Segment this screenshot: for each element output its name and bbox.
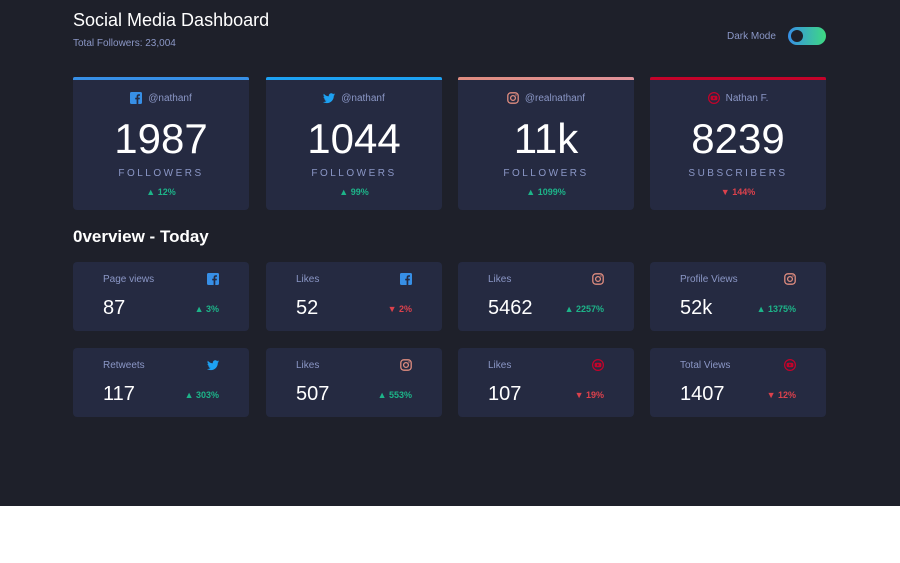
card-handle: @realnathanf bbox=[524, 92, 586, 104]
overview-value: 117 bbox=[103, 383, 135, 405]
subscriber-count: 8239 bbox=[691, 115, 785, 162]
facebook-icon bbox=[207, 273, 219, 285]
follower-unit: FOLLOWERS bbox=[118, 168, 204, 179]
follower-count: 11k bbox=[513, 115, 579, 162]
overview-value: 507 bbox=[296, 383, 330, 405]
facebook-followers-card[interactable]: @nathanf 1987 FOLLOWERS ▲ 12% bbox=[73, 77, 249, 210]
overview-change: ▲ 3% bbox=[194, 304, 219, 314]
overview-card[interactable]: Retweets 117 ▲ 303% bbox=[73, 348, 249, 417]
dark-mode-toggle[interactable] bbox=[787, 27, 826, 45]
overview-card[interactable]: Profile Views 52k ▲ 1375% bbox=[650, 262, 826, 331]
page-title: Social Media Dashboard bbox=[73, 10, 270, 30]
instagram-icon bbox=[507, 92, 519, 104]
overview-label: Profile Views bbox=[680, 274, 738, 285]
twitter-icon bbox=[207, 359, 219, 371]
twitter-icon bbox=[323, 92, 336, 104]
overview-label: Page views bbox=[103, 274, 155, 285]
overview-label: Total Views bbox=[680, 360, 731, 371]
overview-change: ▼ 12% bbox=[766, 390, 796, 400]
card-handle: @nathanf bbox=[341, 92, 385, 104]
card-handle-row: Nathan F. bbox=[650, 92, 826, 104]
follower-change: ▲ 99% bbox=[339, 187, 369, 197]
card-handle-row: @nathanf bbox=[73, 92, 249, 104]
overview-change: ▼ 2% bbox=[387, 304, 412, 314]
overview-card[interactable]: Page views 87 ▲ 3% bbox=[73, 262, 249, 331]
subscriber-unit: SUBSCRIBERS bbox=[688, 168, 788, 179]
overview-title: 0verview - Today bbox=[73, 227, 209, 246]
overview-label: Likes bbox=[296, 274, 320, 285]
youtube-subscribers-card[interactable]: Nathan F. 8239 SUBSCRIBERS ▼ 144% bbox=[650, 77, 826, 210]
overview-value: 52 bbox=[296, 297, 319, 319]
overview-card[interactable]: Likes 52 ▼ 2% bbox=[266, 262, 442, 331]
overview-value: 107 bbox=[488, 383, 522, 405]
overview-value: 1407 bbox=[680, 383, 725, 405]
overview-change: ▲ 1375% bbox=[756, 304, 796, 314]
overview-change: ▲ 2257% bbox=[564, 304, 604, 314]
overview-card[interactable]: Likes 507 ▲ 553% bbox=[266, 348, 442, 417]
card-accent-bar bbox=[458, 77, 634, 80]
instagram-followers-card[interactable]: @realnathanf 11k FOLLOWERS ▲ 1099% bbox=[458, 77, 634, 210]
instagram-icon bbox=[400, 359, 412, 371]
follower-unit: FOLLOWERS bbox=[503, 168, 589, 179]
youtube-icon bbox=[707, 92, 720, 104]
subscriber-change: ▼ 144% bbox=[720, 187, 756, 197]
card-accent-bar bbox=[73, 77, 249, 80]
dark-mode-control: Dark Mode bbox=[727, 27, 826, 45]
overview-card[interactable]: Likes 5462 ▲ 2257% bbox=[458, 262, 634, 331]
overview-value: 5462 bbox=[488, 297, 533, 319]
card-accent-bar bbox=[650, 77, 826, 80]
card-accent-bar bbox=[266, 77, 442, 80]
instagram-icon bbox=[592, 273, 604, 285]
instagram-icon bbox=[784, 273, 796, 285]
overview-label: Retweets bbox=[103, 360, 145, 371]
overview-label: Likes bbox=[488, 274, 512, 285]
overview-label: Likes bbox=[296, 360, 320, 371]
follower-count: 1987 bbox=[114, 115, 208, 162]
dark-mode-label: Dark Mode bbox=[727, 30, 776, 42]
follower-unit: FOLLOWERS bbox=[311, 168, 397, 179]
youtube-icon bbox=[592, 359, 604, 371]
overview-change: ▲ 553% bbox=[377, 390, 412, 400]
follower-change: ▲ 1099% bbox=[526, 187, 566, 197]
overview-value: 87 bbox=[103, 297, 126, 319]
toggle-knob bbox=[790, 30, 803, 42]
total-followers: Total Followers: 23,004 bbox=[73, 38, 176, 49]
overview-card[interactable]: Total Views 1407 ▼ 12% bbox=[650, 348, 826, 417]
facebook-icon bbox=[130, 92, 143, 104]
overview-value: 52k bbox=[680, 297, 713, 319]
overview-change: ▲ 303% bbox=[184, 390, 219, 400]
youtube-icon bbox=[784, 359, 796, 371]
overview-card[interactable]: Likes 107 ▼ 19% bbox=[458, 348, 634, 417]
facebook-icon bbox=[400, 273, 412, 285]
twitter-followers-card[interactable]: @nathanf 1044 FOLLOWERS ▲ 99% bbox=[266, 77, 442, 210]
card-handle: @nathanf bbox=[148, 92, 192, 104]
overview-label: Likes bbox=[488, 360, 512, 371]
card-handle-row: @realnathanf bbox=[458, 92, 634, 104]
card-handle-row: @nathanf bbox=[266, 92, 442, 104]
overview-change: ▼ 19% bbox=[574, 390, 604, 400]
card-handle: Nathan F. bbox=[725, 92, 769, 104]
follower-change: ▲ 12% bbox=[146, 187, 176, 197]
dashboard: Social Media Dashboard Total Followers: … bbox=[0, 0, 900, 506]
follower-count: 1044 bbox=[307, 115, 401, 162]
